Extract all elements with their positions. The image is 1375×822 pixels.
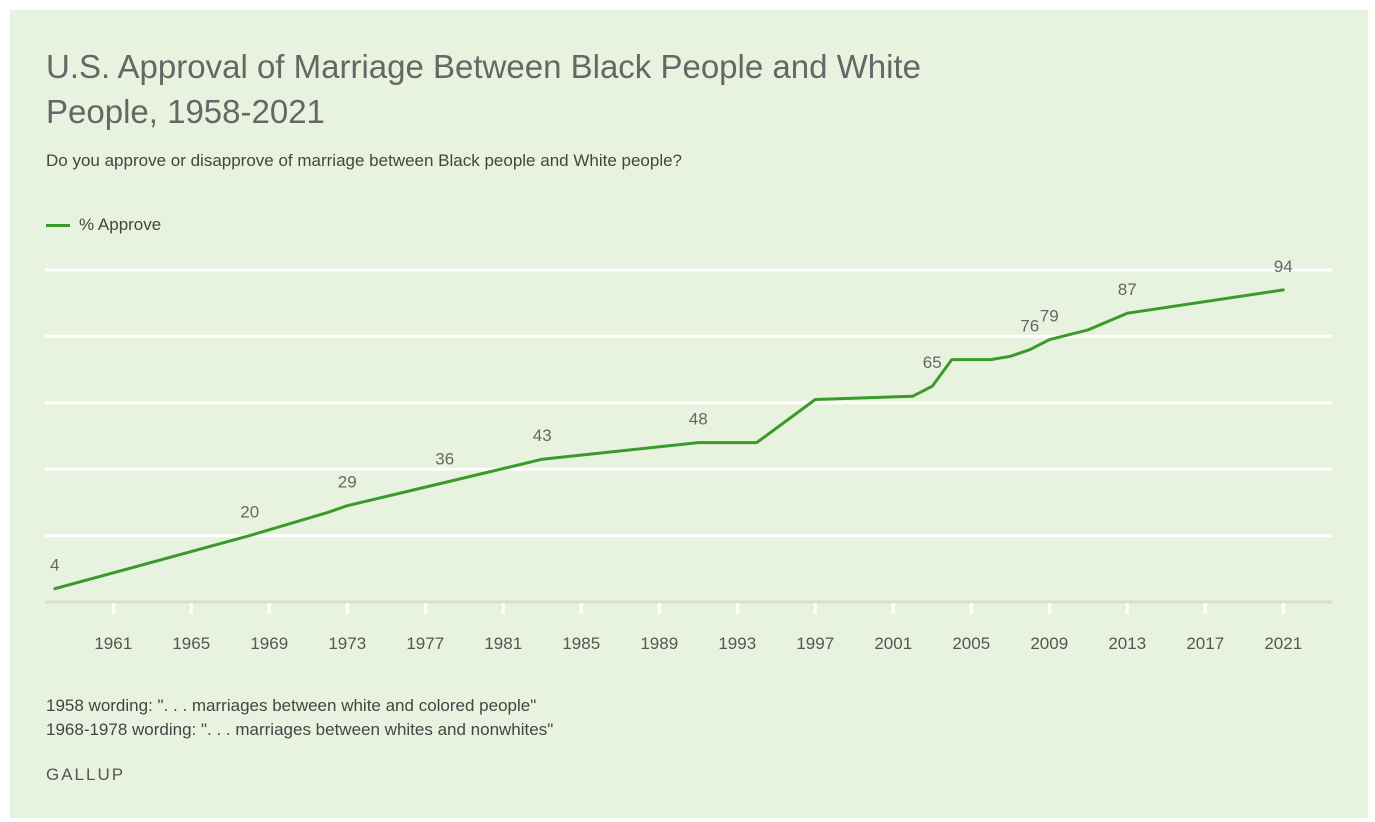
legend: % Approve (46, 215, 161, 235)
legend-swatch-approve (46, 223, 70, 227)
x-tick-label-2009: 2009 (1030, 634, 1068, 653)
x-tick-label-1985: 1985 (562, 634, 600, 653)
data-label-1983: 43 (533, 426, 552, 445)
data-label-2003: 65 (923, 353, 942, 372)
chart-subtitle: Do you approve or disapprove of marriage… (46, 151, 683, 170)
x-tick-label-2021: 2021 (1264, 634, 1302, 653)
x-tick-label-2013: 2013 (1108, 634, 1146, 653)
data-label-2008: 76 (1020, 317, 1039, 336)
data-label-1978: 36 (435, 449, 454, 468)
data-label-2021: 94 (1274, 257, 1293, 276)
data-label-2013: 87 (1118, 280, 1137, 299)
chart-card: U.S. Approval of Marriage Between Black … (10, 10, 1368, 818)
data-label-2009: 79 (1040, 307, 1059, 326)
x-tick-label-1993: 1993 (718, 634, 756, 653)
x-tick-label-2005: 2005 (952, 634, 990, 653)
line-chart: 1961 1965 1969 1973 1977 1981 1985 1989 1993 1997… (45, 257, 1332, 653)
footnotes: 1958 wording: ". . . marriages between w… (46, 694, 553, 742)
x-tick-label-2017: 2017 (1186, 634, 1224, 653)
x-tick-label-1969: 1969 (250, 634, 288, 653)
x-tick-label-1961: 1961 (94, 634, 132, 653)
x-tick-label-2001: 2001 (874, 634, 912, 653)
x-tick-label-1973: 1973 (328, 634, 366, 653)
series-line-approve (53, 288, 1285, 591)
x-tick-label-1989: 1989 (640, 634, 678, 653)
x-tick-label-1981: 1981 (484, 634, 522, 653)
footnote-1968-1978-wording: 1968-1978 wording: ". . . marriages betw… (46, 720, 554, 739)
data-label-1968: 20 (240, 503, 259, 522)
source-logo: GALLUP (46, 765, 126, 784)
data-label-1973: 29 (338, 473, 357, 492)
data-label-1991: 48 (689, 410, 708, 429)
x-tick-label-1965: 1965 (172, 634, 210, 653)
data-label-1958: 4 (50, 556, 59, 575)
legend-label-approve: % Approve (79, 215, 162, 234)
x-tick-label-1997: 1997 (796, 634, 834, 653)
chart-title: U.S. Approval of Marriage Between Black … (46, 48, 921, 130)
x-tick-label-1977: 1977 (406, 634, 444, 653)
footnote-1958-wording: 1958 wording: ". . . marriages between w… (46, 696, 537, 715)
